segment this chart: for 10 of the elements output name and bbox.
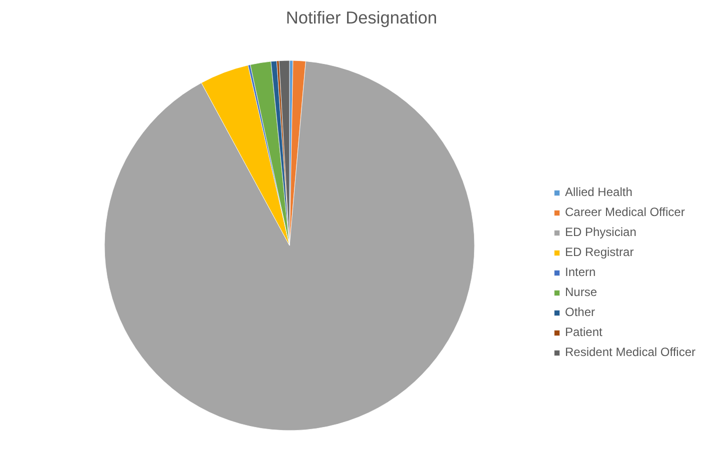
legend-label: Other xyxy=(565,305,596,319)
chart-title: Notifier Designation xyxy=(286,8,438,28)
legend-label: Career Medical Officer xyxy=(565,205,685,219)
legend-label: Intern xyxy=(565,265,596,279)
legend-label: Resident Medical Officer xyxy=(565,345,696,359)
legend-label: Patient xyxy=(565,325,602,339)
legend-label: Nurse xyxy=(565,285,598,299)
legend-label: ED Registrar xyxy=(565,245,634,259)
legend-label: ED Physician xyxy=(565,225,636,239)
legend-label: Allied Health xyxy=(565,185,632,199)
